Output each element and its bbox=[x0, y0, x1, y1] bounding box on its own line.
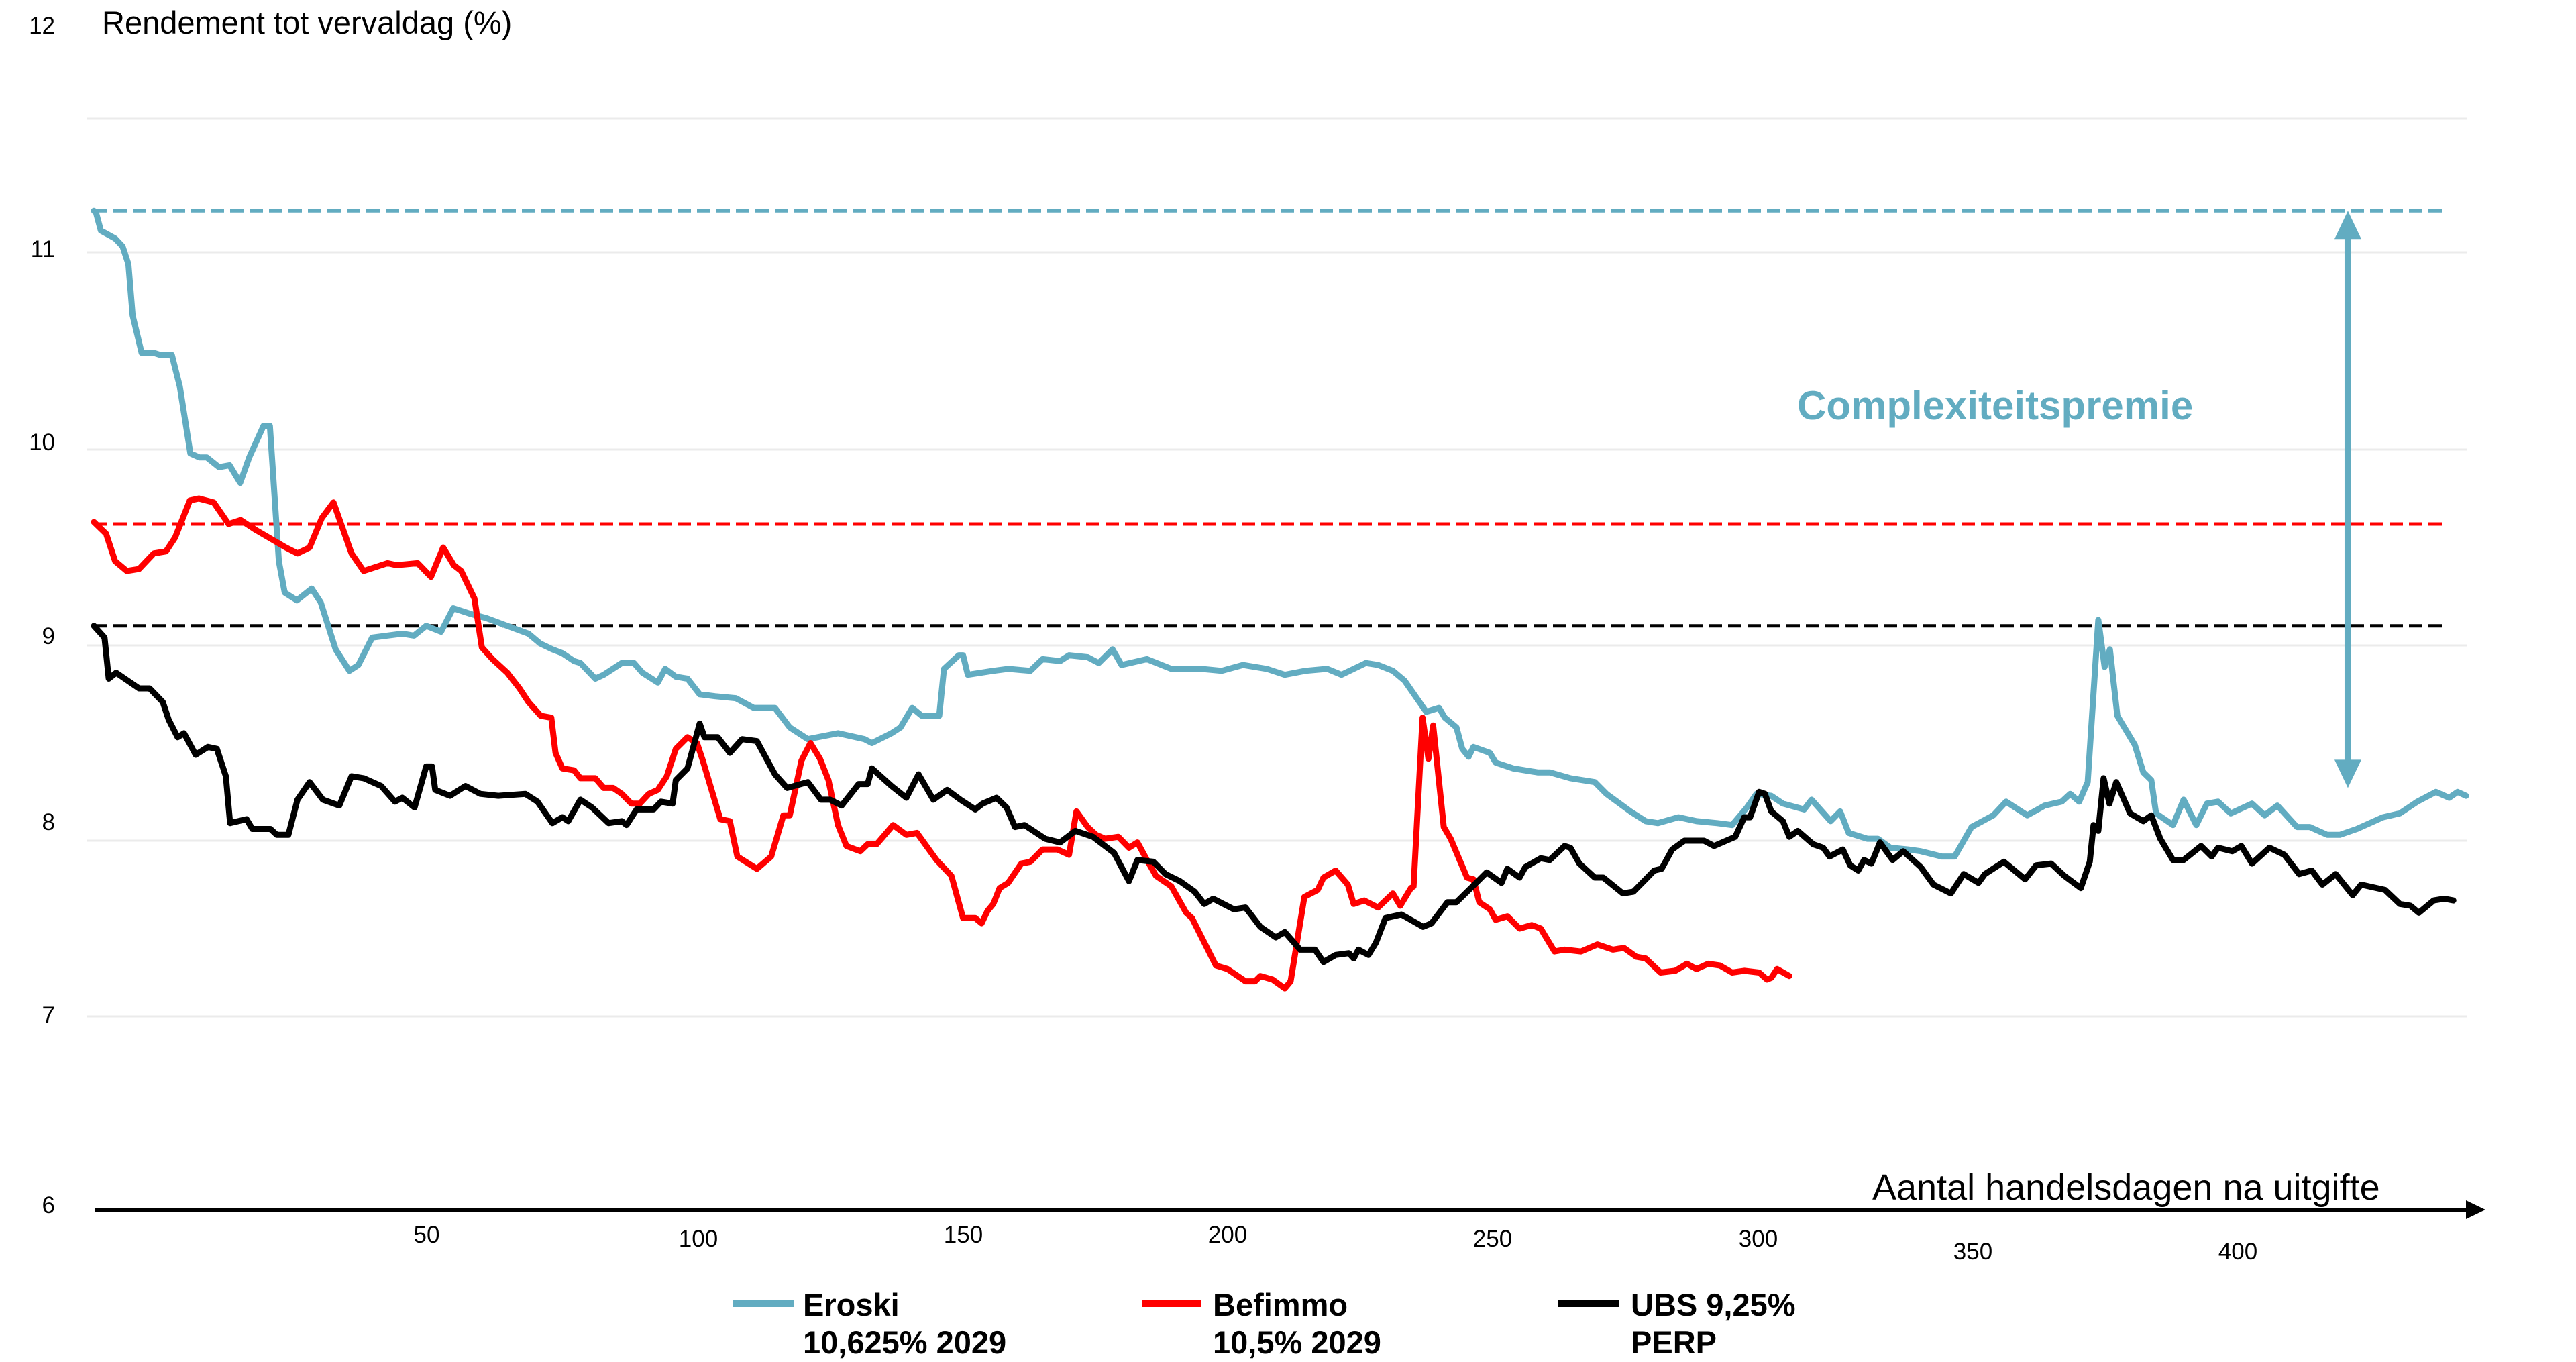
legend-label-line2: 10,5% 2029 bbox=[1213, 1324, 1381, 1360]
y-tick-label: 11 bbox=[31, 236, 55, 262]
y-axis-ticks: 12 11 10 9 8 7 6 bbox=[29, 13, 55, 1218]
legend-label-line2: 10,625% 2029 bbox=[803, 1324, 1006, 1360]
x-tick-label: 150 bbox=[944, 1222, 983, 1248]
x-axis-title: Aantal handelsdagen na uitgifte bbox=[1872, 1167, 2380, 1208]
legend-label-line1: UBS 9,25% bbox=[1631, 1287, 1796, 1322]
reference-lines bbox=[94, 209, 2444, 628]
y-tick-label: 12 bbox=[29, 13, 55, 39]
x-tick-label: 250 bbox=[1473, 1226, 1512, 1252]
legend-swatch-ubs bbox=[1558, 1300, 1619, 1307]
y-tick-label: 9 bbox=[42, 623, 55, 649]
x-axis-arrow-icon bbox=[2466, 1200, 2485, 1219]
legend: Eroski 10,625% 2029 Befimmo 10,5% 2029 U… bbox=[733, 1287, 1796, 1360]
series-line-befimmo bbox=[91, 495, 1792, 992]
x-tick-label: 50 bbox=[414, 1222, 440, 1248]
x-tick-label: 300 bbox=[1739, 1226, 1778, 1252]
x-axis-ticks: 50 100 150 200 250 300 350 400 bbox=[414, 1222, 2258, 1265]
complexity-premium-arrow bbox=[2334, 211, 2361, 788]
legend-label-line1: Befimmo bbox=[1213, 1287, 1348, 1322]
legend-swatch-befimmo bbox=[1142, 1300, 1201, 1307]
y-tick-label: 10 bbox=[29, 429, 55, 456]
legend-item-befimmo: Befimmo 10,5% 2029 bbox=[1142, 1287, 1381, 1360]
series-line-ubs bbox=[91, 623, 2457, 965]
x-tick-label: 350 bbox=[1953, 1239, 1992, 1265]
legend-item-ubs: UBS 9,25% PERP bbox=[1558, 1287, 1796, 1360]
legend-swatch-eroski bbox=[733, 1300, 794, 1307]
y-tick-label: 8 bbox=[42, 809, 55, 835]
legend-label-line1: Eroski bbox=[803, 1287, 900, 1322]
series-lines bbox=[91, 207, 2469, 992]
legend-label-line2: PERP bbox=[1631, 1324, 1717, 1360]
x-tick-label: 400 bbox=[2218, 1239, 2257, 1265]
x-tick-label: 100 bbox=[679, 1226, 718, 1252]
y-tick-label: 6 bbox=[42, 1192, 55, 1218]
x-tick-label: 200 bbox=[1208, 1222, 1247, 1248]
arrow-up-icon bbox=[2334, 211, 2361, 240]
annotation-label: Complexiteitspremie bbox=[1797, 383, 2193, 428]
series-line-eroski bbox=[91, 207, 2469, 860]
chart-title: Rendement tot vervaldag (%) bbox=[102, 5, 512, 40]
legend-item-eroski: Eroski 10,625% 2029 bbox=[733, 1287, 1006, 1360]
arrow-down-icon bbox=[2334, 759, 2361, 788]
y-tick-label: 7 bbox=[42, 1002, 55, 1029]
